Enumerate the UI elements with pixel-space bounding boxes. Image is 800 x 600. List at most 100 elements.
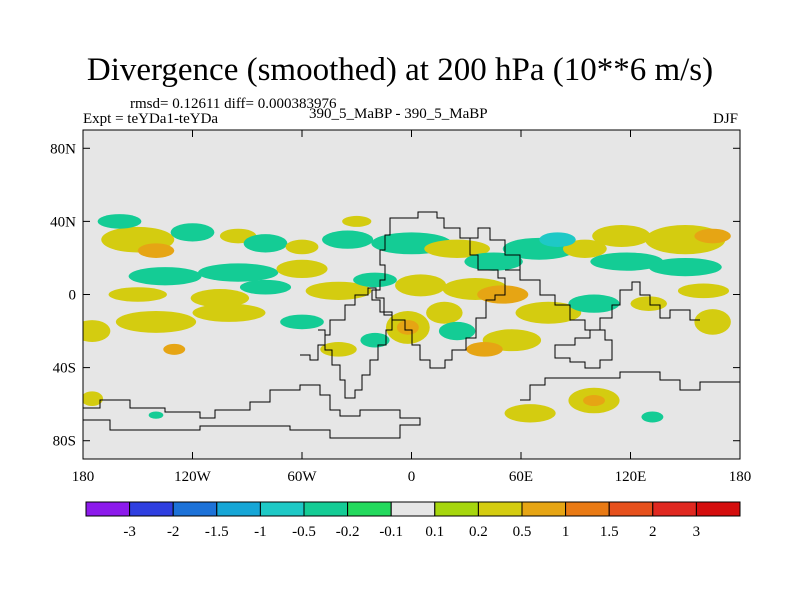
colorbar-swatch-11 [565, 501, 610, 517]
stats-label: rmsd= 0.12611 diff= 0.000383976 [130, 96, 337, 112]
x-tick-label-0: 180 [72, 469, 95, 485]
colorbar-swatch-4 [259, 501, 305, 517]
field-feature-23 [360, 332, 390, 348]
colorbar-label-4: -0.5 [292, 524, 316, 540]
colorbar-label-10: 1 [562, 524, 570, 540]
y-tick-label-4: 80S [53, 434, 76, 450]
field-feature-2 [97, 214, 142, 229]
coastline-antarctica [83, 371, 740, 439]
field-feature-32 [464, 252, 523, 271]
colorbar-swatch-1 [129, 501, 174, 517]
field-feature-18 [192, 303, 266, 322]
colorbar-label-3: -1 [254, 524, 267, 540]
colorbar-swatch-13 [652, 501, 697, 517]
field-feature-52 [641, 411, 664, 423]
field-feature-9 [128, 267, 202, 286]
y-tick-label-2: 0 [69, 288, 77, 304]
field-feature-12 [108, 287, 167, 302]
field-feature-20 [83, 320, 111, 343]
colorbar-swatch-12 [608, 501, 654, 517]
field-feature-21 [163, 343, 186, 355]
field-feature-11 [276, 259, 328, 279]
colorbar-label-6: -0.1 [379, 524, 403, 540]
coastline-north-america-east [470, 227, 521, 270]
field-feature-41 [677, 283, 730, 299]
field-feature-28 [396, 320, 419, 335]
colorbar-swatch-6 [347, 501, 392, 517]
colorbar-swatch-7 [390, 501, 436, 517]
field-feature-25 [424, 239, 490, 258]
colorbar-label-5: -0.2 [336, 524, 360, 540]
field-feature-22 [320, 342, 357, 357]
experiment-label: Expt = teYDa1-teYDa [83, 111, 219, 127]
colorbar-label-8: 0.2 [469, 524, 488, 540]
field-feature-7 [322, 230, 374, 249]
field-feature-13 [190, 289, 250, 308]
field-feature-26 [395, 274, 447, 297]
field-feature-48 [438, 321, 476, 341]
x-tick-label-4: 60E [509, 469, 533, 485]
field-feature-37 [590, 252, 664, 271]
coastline-africa-europe [371, 211, 506, 369]
field-feature-6 [285, 239, 319, 255]
field-feature-45 [694, 309, 731, 335]
field-feature-47 [466, 342, 503, 357]
coastlines [83, 211, 740, 439]
colorbar-label-7: 0.1 [425, 524, 444, 540]
colorbar-label-13: 3 [693, 524, 701, 540]
colorbar-label-1: -2 [167, 524, 180, 540]
divergence-field [83, 214, 731, 423]
coastline-southwest [300, 329, 326, 361]
chart-title: Divergence (smoothed) at 200 hPa (10**6 … [86, 52, 714, 88]
coastline-asia [505, 269, 700, 331]
x-tick-label-6: 180 [729, 469, 752, 485]
colorbar: -3 -2 -1.5 -1 -0.5 -0.2 -0.1 0.1 0.2 0.5 1 1.5 2 3 [85, 501, 741, 540]
field-feature-3 [170, 223, 215, 242]
field-feature-42 [515, 301, 582, 324]
colorbar-swatch-5 [303, 501, 349, 517]
field-feature-8 [342, 215, 372, 227]
field-feature-16 [353, 272, 397, 288]
coastline-australia [554, 329, 613, 369]
colorbar-swatch-9 [477, 501, 523, 517]
field-feature-54 [148, 411, 164, 419]
y-tick-label-3: 40S [53, 361, 76, 377]
field-feature-49 [504, 404, 556, 423]
colorbar-swatch-2 [172, 501, 218, 517]
field-feature-43 [568, 294, 620, 313]
colorbar-swatch-10 [521, 501, 567, 517]
colorbar-label-9: 0.5 [513, 524, 532, 540]
field-feature-34 [562, 239, 607, 258]
field-feature-5 [243, 234, 288, 253]
colorbar-swatch-8 [434, 501, 479, 517]
field-feature-39 [694, 228, 731, 244]
field-feature-17 [115, 310, 197, 333]
field-feature-51 [583, 395, 605, 406]
field-feature-44 [630, 296, 667, 311]
colorbar-swatch-0 [85, 501, 131, 517]
field-feature-53 [83, 391, 104, 406]
field-feature-10 [197, 263, 279, 282]
field-feature-35 [539, 232, 576, 247]
field-feature-14 [239, 279, 292, 295]
y-tick-label-0: 80N [50, 141, 76, 157]
comparison-label: 390_5_MaBP - 390_5_MaBP [309, 106, 488, 122]
colorbar-swatch-3 [216, 501, 261, 517]
colorbar-label-11: 1.5 [600, 524, 619, 540]
x-tick-label-3: 0 [408, 469, 416, 485]
colorbar-swatch-14 [695, 501, 741, 517]
coastline-south-america [324, 287, 393, 399]
field-feature-19 [280, 314, 324, 330]
y-tick-label-1: 40N [50, 214, 76, 230]
field-feature-29 [426, 301, 463, 324]
x-tick-label-1: 120W [174, 469, 212, 485]
colorbar-label-2: -1.5 [205, 524, 229, 540]
colorbar-label-12: 2 [649, 524, 657, 540]
x-tick-label-2: 60W [287, 469, 317, 485]
map-axes: 180 120W 60W 0 60E 120E 180 80N 40N 0 40S 80S [50, 130, 751, 485]
colorbar-label-0: -3 [123, 524, 136, 540]
field-feature-36 [592, 225, 651, 247]
x-tick-label-5: 120E [615, 469, 647, 485]
field-feature-40 [648, 257, 722, 277]
